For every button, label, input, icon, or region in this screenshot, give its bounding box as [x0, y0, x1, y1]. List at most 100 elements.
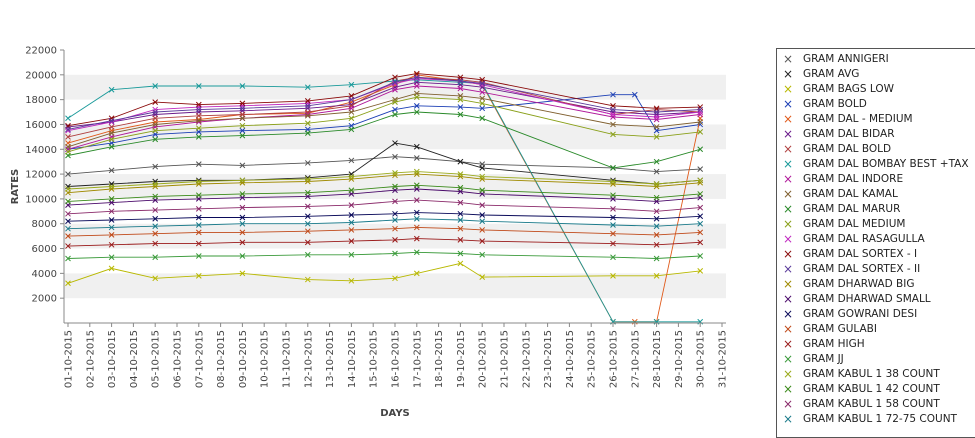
data-point: [239, 122, 246, 129]
data-point: [457, 85, 464, 92]
series-gram-kabul-1-72-75-count: [65, 215, 704, 232]
data-point: [697, 119, 704, 125]
data-point: [392, 153, 398, 160]
series-line: [67, 92, 701, 148]
y-tick-label: 12000: [25, 170, 57, 181]
x-tick-label: 09-10-2015: [238, 330, 249, 388]
x-tick-label: 15-10-2015: [369, 330, 380, 388]
data-point: [392, 250, 398, 257]
series-line: [67, 238, 701, 247]
data-point: [152, 181, 159, 187]
data-point: [697, 111, 704, 118]
data-point: [108, 224, 115, 231]
data-point: [239, 102, 246, 109]
legend-marker-icon: ×: [782, 97, 794, 111]
legend-marker-icon: ×: [782, 127, 794, 141]
grid-band: [64, 223, 726, 249]
data-point: [653, 194, 660, 201]
data-point: [413, 209, 420, 216]
x-tick-labels: 01-10-2015 02-10-2015 03-10-2015 04-10-2015…: [64, 330, 729, 388]
data-point: [413, 168, 420, 175]
data-point: [65, 198, 71, 205]
legend-item: × GRAM KABUL 1 58 COUNT: [777, 397, 975, 412]
data-point: [413, 102, 420, 109]
y-tick-label: 8000: [32, 219, 57, 230]
legend-item: × GRAM DAL - MEDIUM: [777, 112, 975, 127]
data-point: [348, 171, 355, 177]
x-tick-label: 21-10-2015: [500, 330, 511, 388]
legend-marker-icon: ×: [782, 232, 794, 246]
series-gram-kabul-1-38-count: [65, 168, 704, 192]
data-point: [653, 114, 660, 120]
legend-marker-icon: ×: [782, 307, 794, 321]
data-point: [413, 155, 420, 161]
data-point: [457, 184, 464, 191]
data-point: [610, 272, 616, 279]
data-point: [195, 205, 202, 212]
x-tick-label: 31-10-2015: [718, 330, 729, 388]
data-point: [108, 136, 115, 143]
data-point: [479, 176, 486, 182]
data-point: [457, 171, 464, 177]
legend-label: GRAM DAL MARUR: [803, 203, 901, 215]
data-point: [304, 100, 311, 107]
legend-label: GRAM DAL BIDAR: [803, 128, 895, 140]
legend-item: × GRAM DAL MEDIUM: [777, 217, 975, 232]
series-line: [67, 78, 701, 132]
data-point: [65, 233, 71, 239]
data-point: [304, 120, 311, 127]
legend-item: × GRAM DHARWAD SMALL: [777, 292, 975, 307]
data-point: [239, 132, 246, 139]
legend-item: × GRAM AVG: [777, 67, 975, 82]
series-line: [67, 212, 701, 222]
series-line: [67, 173, 701, 194]
data-point: [239, 105, 246, 112]
data-point: [348, 187, 355, 194]
legend-item: × GRAM KABUL 1 72-75 COUNT: [777, 412, 975, 427]
data-point: [108, 143, 115, 150]
data-point: [239, 191, 246, 197]
data-point: [653, 232, 660, 238]
data-point: [413, 249, 420, 256]
data-point: [610, 230, 616, 237]
data-point: [195, 125, 202, 132]
y-tick-label: 2000: [32, 294, 57, 305]
legend-label: GRAM DAL INDORE: [803, 173, 904, 185]
data-point: [65, 280, 71, 287]
data-point: [479, 115, 486, 122]
y-tick-label: 22000: [25, 46, 57, 57]
series-line: [67, 76, 701, 130]
data-point: [348, 96, 355, 103]
data-point: [457, 225, 464, 232]
data-point: [152, 136, 159, 143]
x-tick-label: 14-10-2015: [347, 330, 358, 388]
legend-label: GRAM BAGS LOW: [803, 83, 895, 95]
data-point: [457, 104, 464, 110]
data-point: [152, 183, 159, 190]
series-gram-dharwad-big: [65, 171, 704, 196]
data-point: [479, 187, 486, 194]
legend-marker-icon: ×: [782, 277, 794, 291]
series-line: [67, 262, 701, 284]
data-point: [152, 106, 159, 113]
legend-marker-icon: ×: [782, 187, 794, 201]
data-point: [195, 178, 202, 185]
data-point: [392, 99, 398, 105]
x-tick-label: 17-10-2015: [412, 330, 423, 388]
legend-item: × GRAM GULABI: [777, 322, 975, 337]
y-tick-label: 6000: [32, 244, 57, 255]
legend-marker-icon: ×: [782, 382, 794, 396]
data-point: [610, 205, 616, 212]
data-point: [348, 157, 355, 164]
x-tick-label: 08-10-2015: [216, 330, 227, 388]
data-point: [239, 162, 246, 169]
series-gram-kabul-1-42-count: [65, 182, 704, 205]
data-point: [697, 146, 704, 153]
data-point: [152, 275, 159, 282]
data-point: [239, 204, 246, 211]
series-line: [67, 142, 701, 187]
legend-marker-icon: ×: [782, 142, 794, 156]
x-tick-label: 03-10-2015: [107, 330, 118, 388]
data-point: [392, 74, 398, 81]
data-point: [304, 176, 311, 182]
